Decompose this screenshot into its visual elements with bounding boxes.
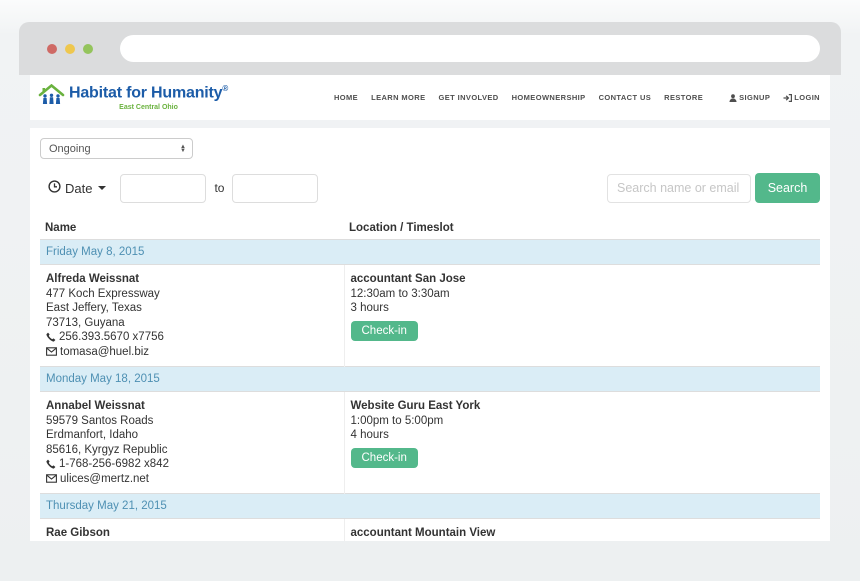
chevron-down-icon — [98, 186, 107, 190]
date-group-row: Friday May 8, 2015 — [40, 239, 820, 265]
volunteer-address-line: 80133 Katlynn Islands — [46, 541, 338, 542]
volunteer-table: Name Location / Timeslot Friday May 8, 2… — [40, 217, 820, 541]
volunteer-name: Alfreda Weissnat — [46, 273, 140, 285]
nav-item-home[interactable]: HOME — [333, 93, 359, 102]
volunteer-address-line: East Jeffery, Texas — [46, 302, 142, 314]
event-title: accountant San Jose — [350, 273, 466, 285]
volunteer-info-cell: Alfreda Weissnat 477 Koch Expressway East … — [40, 264, 345, 367]
date-filter-toggle[interactable]: Date — [48, 180, 107, 196]
volunteer-address-line: 477 Koch Expressway — [46, 287, 160, 300]
date-group-label: Thursday May 21, 2015 — [40, 493, 820, 519]
login-link[interactable]: LOGIN — [783, 93, 820, 102]
login-label: LOGIN — [794, 93, 820, 102]
event-duration: 3 hours — [350, 302, 389, 314]
user-icon — [729, 93, 737, 102]
status-select-value: Ongoing — [49, 142, 91, 155]
volunteer-info-cell: Rae Gibson 80133 Katlynn Islands — [40, 518, 345, 542]
select-spinner-icon: ▲ ▼ — [180, 143, 186, 154]
auth-nav: SIGNUP LOGIN — [729, 93, 820, 102]
search-input[interactable] — [607, 173, 751, 203]
volunteer-email: ulices@mertz.net — [46, 472, 338, 487]
site-title: Habitat for Humanity® — [69, 84, 229, 102]
column-header-name: Name — [40, 217, 344, 240]
volunteer-row: Alfreda Weissnat 477 Koch Expressway East … — [40, 264, 820, 367]
date-group-row: Thursday May 21, 2015 — [40, 493, 820, 519]
browser-chrome — [19, 22, 841, 75]
event-title: Website Guru East York — [350, 400, 481, 412]
volunteer-address-line: 59579 Santos Roads — [46, 414, 154, 427]
content-card: Ongoing ▲▼ Date to Search Name Locati — [30, 128, 830, 541]
volunteer-email: tomasa@huel.biz — [46, 345, 338, 360]
volunteer-address-line: 85616, Kyrgyz Republic — [46, 443, 168, 456]
volunteer-row: Annabel Weissnat 59579 Santos Roads Erdman… — [40, 391, 820, 494]
login-icon — [783, 93, 793, 102]
volunteer-phone: 1-768-256-6982 x842 — [46, 457, 338, 472]
volunteer-row: Rae Gibson 80133 Katlynn Islands accountan… — [40, 518, 820, 542]
habitat-house-icon — [38, 84, 65, 110]
timeslot-cell: Website Guru East York 1:00pm to 5:00pm 4 … — [344, 392, 820, 494]
column-header-location: Location / Timeslot — [344, 217, 820, 240]
nav-item-homeownership[interactable]: HOMEOWNERSHIP — [511, 93, 586, 102]
url-bar[interactable] — [120, 35, 820, 62]
maximize-window-button[interactable] — [83, 43, 93, 54]
filter-row: Date to Search — [40, 173, 820, 203]
site-header: Habitat for Humanity® East Central Ohio … — [30, 75, 830, 120]
nav-item-contact-us[interactable]: CONTACT US — [598, 93, 652, 102]
date-group-label: Friday May 8, 2015 — [40, 239, 820, 265]
signup-label: SIGNUP — [739, 93, 771, 102]
date-from-input[interactable] — [120, 173, 207, 203]
close-window-button[interactable] — [47, 43, 57, 54]
date-to-input[interactable] — [232, 173, 319, 203]
envelope-icon — [46, 474, 57, 484]
check-in-button[interactable]: Check-in — [350, 447, 418, 468]
search-button[interactable]: Search — [755, 173, 820, 203]
site-logo[interactable]: Habitat for Humanity® East Central Ohio — [38, 84, 229, 111]
status-select[interactable]: Ongoing ▲ ▼ — [40, 138, 193, 159]
volunteer-phone: 256.393.5670 x7756 — [46, 330, 338, 345]
date-range-separator: to — [214, 181, 225, 195]
site-subtitle: East Central Ohio — [119, 103, 178, 111]
phone-icon — [46, 332, 56, 342]
window-controls — [47, 43, 93, 54]
nav-item-restore[interactable]: RESTORE — [664, 93, 704, 102]
phone-icon — [46, 459, 56, 469]
event-title: accountant Mountain View — [350, 527, 496, 539]
date-group-row: Monday May 18, 2015 — [40, 366, 820, 392]
date-group-label: Monday May 18, 2015 — [40, 366, 820, 392]
volunteer-name: Annabel Weissnat — [46, 400, 145, 412]
volunteer-name: Rae Gibson — [46, 527, 110, 539]
table-header-row: Name Location / Timeslot — [40, 217, 820, 240]
event-time: 1:00pm to 5:00pm — [350, 414, 444, 427]
main-nav: HOME LEARN MORE GET INVOLVED HOMEOWNERSHIP C… — [334, 93, 703, 102]
timeslot-cell: accountant Mountain View 1:00am to 2:00am — [344, 519, 820, 542]
minimize-window-button[interactable] — [65, 43, 75, 54]
date-filter-label: Date — [65, 180, 93, 196]
timeslot-cell: accountant San Jose 12:30am to 3:30am 3 ho… — [344, 265, 820, 367]
event-time: 1:00am to 2:00am — [351, 541, 815, 542]
volunteer-info-cell: Annabel Weissnat 59579 Santos Roads Erdman… — [40, 391, 345, 494]
nav-item-learn-more[interactable]: LEARN MORE — [371, 93, 426, 102]
envelope-icon — [46, 347, 57, 357]
volunteer-address-line: Erdmanfort, Idaho — [46, 429, 139, 441]
event-time: 12:30am to 3:30am — [350, 287, 450, 300]
clock-icon — [48, 180, 61, 196]
signup-link[interactable]: SIGNUP — [729, 93, 770, 102]
event-duration: 4 hours — [350, 429, 389, 441]
volunteer-address-line: 73713, Guyana — [46, 316, 125, 329]
check-in-button[interactable]: Check-in — [350, 320, 418, 341]
nav-item-get-involved[interactable]: GET INVOLVED — [438, 93, 499, 102]
registered-mark: ® — [222, 84, 229, 94]
